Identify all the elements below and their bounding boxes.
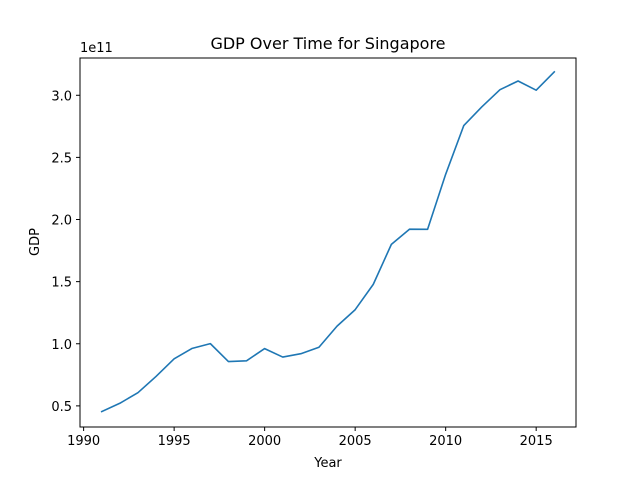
x-tick-label: 2010 <box>429 434 462 449</box>
y-tick-label: 2.5 <box>51 151 72 166</box>
y-axis-label: GDP <box>28 228 43 256</box>
y-tick-label: 3.0 <box>51 89 72 104</box>
chart-title: GDP Over Time for Singapore <box>210 34 445 53</box>
x-tick-label: 1990 <box>67 434 100 449</box>
y-tick-label: 0.5 <box>51 400 72 415</box>
y-offset-label: 1e11 <box>80 41 113 56</box>
x-tick-label: 2005 <box>339 434 372 449</box>
y-tick-label: 2.0 <box>51 214 72 229</box>
series-line <box>100 70 556 413</box>
x-tick-label: 2015 <box>520 434 553 449</box>
plot-area: 1990 1995 2000 2005 2010 2015 0.5 1.0 1.5 2.0 2.5 3… <box>51 57 577 449</box>
axes-frame <box>79 57 577 428</box>
y-tick-label: 1.0 <box>51 338 72 353</box>
x-tick-label: 2000 <box>248 434 281 449</box>
y-tick-label: 1.5 <box>51 276 72 291</box>
x-axis-label: Year <box>313 456 342 471</box>
x-tick-label: 1995 <box>158 434 191 449</box>
